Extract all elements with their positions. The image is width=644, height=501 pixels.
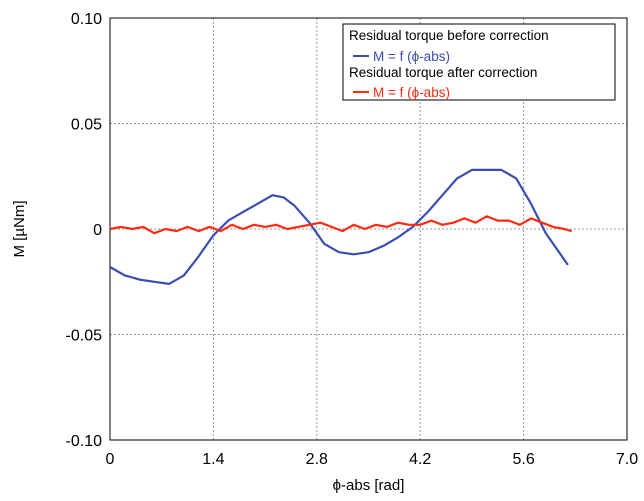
series-line-before <box>109 168 569 285</box>
series-line-after <box>109 215 572 235</box>
legend-title-before: Residual torque before correction <box>349 28 549 43</box>
y-tick-label: -0.05 <box>66 328 103 345</box>
legend: Residual torque before correction M = f … <box>342 23 616 101</box>
x-tick-label: 0 <box>106 451 115 468</box>
x-tick-label: 2.8 <box>306 451 328 468</box>
x-tick-label: 5.6 <box>512 451 534 468</box>
y-tick-label: 0 <box>93 222 102 239</box>
x-tick-label: 7.0 <box>616 451 638 468</box>
ticks: 0 1.4 2.8 4.2 5.6 7.0 0.10 0.05 0 -0.05 -0.10 <box>66 11 639 468</box>
series-layer <box>109 168 572 285</box>
legend-entry-before: M = f (ϕ-abs) <box>373 49 450 64</box>
y-axis-label: M [µNm] <box>11 201 28 258</box>
y-tick-label: 0.05 <box>71 117 102 134</box>
x-tick-label: 4.2 <box>409 451 431 468</box>
legend-entry-after: M = f (ϕ-abs) <box>373 85 450 100</box>
x-axis-label: ϕ-abs [rad] <box>333 477 405 494</box>
y-tick-label: 0.10 <box>71 11 102 28</box>
y-tick-label: -0.10 <box>66 433 103 450</box>
legend-box <box>342 23 616 101</box>
x-tick-label: 1.4 <box>202 451 224 468</box>
legend-title-after: Residual torque after correction <box>349 65 537 80</box>
